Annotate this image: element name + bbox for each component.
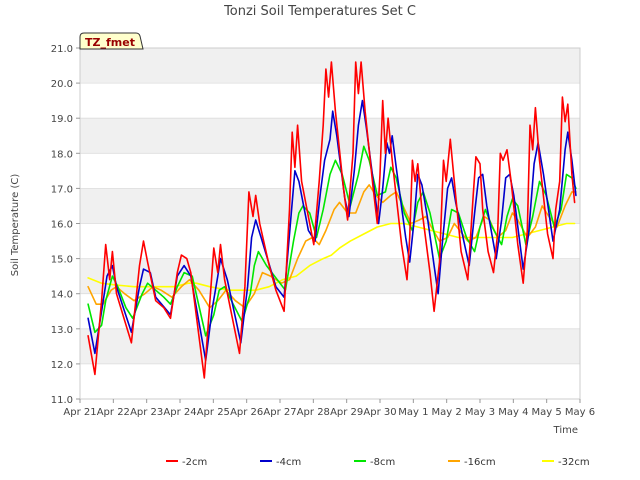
x-tick-label: Apr 27	[263, 407, 296, 418]
y-axis-ticks: 11.0 12.0 13.0 14.0 15.0 16.0 17.0 18.0 19.0 20.0…	[51, 44, 80, 406]
grid-band	[80, 363, 580, 399]
legend-label: -32cm	[558, 457, 590, 468]
y-tick-label: 20.0	[51, 79, 73, 90]
x-tick-label: Apr 30	[363, 407, 396, 418]
y-tick-label: 18.0	[51, 149, 73, 160]
legend-item: -16cm	[448, 457, 496, 468]
legend-item: -8cm	[354, 457, 395, 468]
badge-label: TZ_fmet	[85, 36, 135, 49]
legend-label: -2cm	[182, 457, 207, 468]
x-tick-label: May 3	[465, 407, 495, 418]
legend-item: -32cm	[542, 457, 590, 468]
series-line-minus-8cm	[87, 145, 577, 337]
x-tick-label: May 1	[398, 407, 428, 418]
x-tick-label: Apr 29	[330, 407, 363, 418]
x-axis-ticks: Apr 21 Apr 22 Apr 23 Apr 24 Apr 25 Apr 26 Apr …	[63, 399, 595, 418]
grid-band	[80, 153, 580, 189]
series-line-minus-2cm	[87, 61, 576, 379]
chart-title: Tonzi Soil Temperatures Set C	[223, 4, 416, 19]
legend-label: -16cm	[464, 457, 496, 468]
legend-label: -8cm	[370, 457, 395, 468]
badge-shape	[79, 32, 144, 50]
x-tick-label: Apr 28	[297, 407, 330, 418]
y-tick-label: 12.0	[51, 360, 73, 371]
x-tick-label: Apr 26	[230, 407, 263, 418]
x-tick-label: Apr 25	[197, 407, 230, 418]
y-tick-label: 16.0	[51, 220, 73, 231]
grid-band	[80, 188, 580, 224]
x-tick-label: Apr 22	[97, 407, 130, 418]
x-axis-label: Time	[553, 425, 578, 436]
legend-item: -2cm	[166, 457, 207, 468]
series-line-minus-16cm	[87, 184, 577, 309]
x-tick-label: May 6	[565, 407, 595, 418]
y-tick-label: 13.0	[51, 325, 73, 336]
y-tick-label: 21.0	[51, 44, 73, 55]
legend-label: -4cm	[276, 457, 301, 468]
station-badge: TZ_fmet	[79, 32, 144, 50]
legend-item: -4cm	[260, 457, 301, 468]
y-tick-label: 17.0	[51, 184, 73, 195]
series-layer	[87, 61, 577, 379]
y-tick-label: 14.0	[51, 290, 73, 301]
y-tick-label: 11.0	[51, 395, 73, 406]
x-tick-label: May 2	[432, 407, 462, 418]
x-tick-label: May 4	[498, 407, 528, 418]
y-tick-label: 19.0	[51, 114, 73, 125]
y-tick-label: 15.0	[51, 255, 73, 266]
x-tick-label: May 5	[532, 407, 562, 418]
x-tick-label: Apr 23	[130, 407, 163, 418]
y-axis-label: Soil Temperature (C)	[10, 174, 21, 277]
x-tick-label: Apr 21	[63, 407, 96, 418]
grid-band	[80, 328, 580, 364]
grid-band	[80, 293, 580, 329]
x-tick-label: Apr 24	[163, 407, 196, 418]
legend: -2cm -4cm -8cm -16cm -32cm	[166, 457, 590, 468]
series-line-minus-4cm	[87, 99, 577, 362]
grid-band	[80, 258, 580, 294]
